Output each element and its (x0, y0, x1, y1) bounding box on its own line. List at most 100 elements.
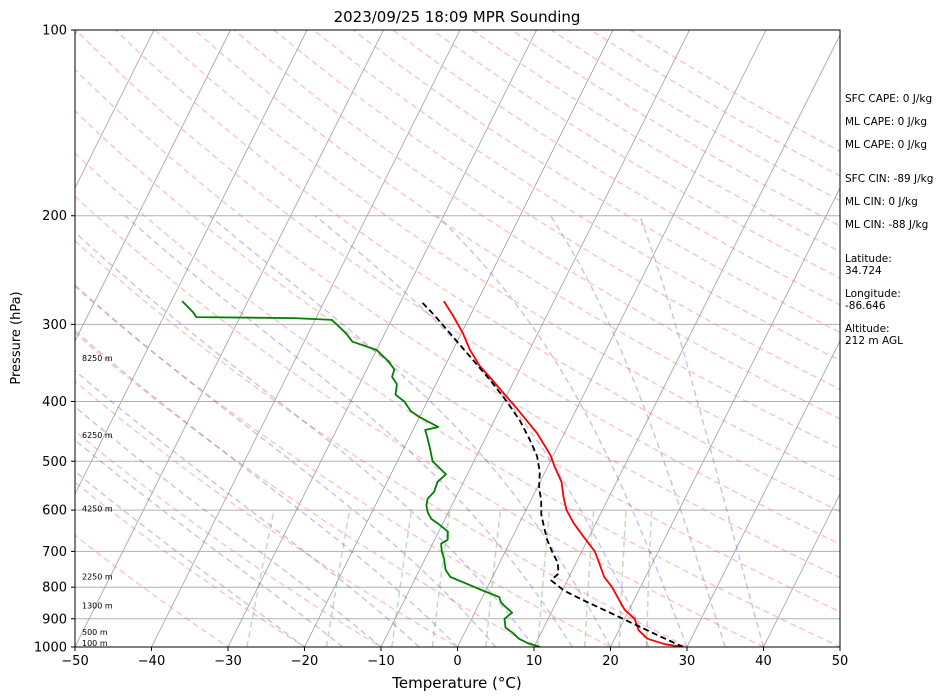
latitude-value: 34.724 (845, 265, 882, 277)
mixing-ratio-line (618, 510, 627, 647)
height-labels: 100 m 500 m 1300 m 2250 m 4250 m 6250 m 8250 m (82, 354, 113, 648)
height-label: 4250 m (82, 504, 113, 513)
moist-adiabat (75, 231, 535, 647)
isotherm (227, 30, 537, 647)
y-tick-label-800: 800 (42, 581, 67, 596)
mixing-ratio-line (246, 509, 275, 647)
moist-adiabat (209, 215, 612, 647)
mixing-ratio-line (391, 509, 413, 647)
x-tick-label--30: −30 (214, 654, 241, 669)
isotherm (763, 492, 840, 647)
height-label: 2250 m (82, 572, 113, 581)
longitude-label: Longitude: (845, 288, 901, 300)
moist-adiabat (75, 329, 459, 647)
index-ml-cape-2: ML CAPE: 0 J/kg (845, 139, 928, 151)
altitude-value: 212 m AGL (845, 335, 903, 347)
x-tick-label--50: −50 (61, 654, 88, 669)
x-tick-label-40: 40 (755, 654, 772, 669)
isotherm (75, 30, 308, 496)
moist-adiabat (436, 215, 688, 647)
dry-adiabat (75, 285, 613, 647)
y-tick-label-700: 700 (42, 545, 67, 560)
dry-adiabat (75, 68, 840, 579)
isotherm (686, 339, 840, 647)
isotherm (0, 30, 1, 647)
dry-adiabat (154, 30, 840, 481)
dry-adiabat (75, 239, 689, 647)
y-tick-label-300: 300 (42, 318, 67, 333)
dewpoint-profile (181, 300, 541, 647)
x-tick-label-10: 10 (526, 654, 543, 669)
height-label: 6250 m (82, 431, 113, 440)
latitude-label: Latitude: (845, 253, 892, 265)
isotherm (457, 30, 767, 647)
dry-adiabat (352, 30, 840, 334)
dry-adiabat (75, 380, 459, 647)
isotherm (533, 33, 840, 647)
isobar-grid (75, 29, 840, 648)
x-tick-label--40: −40 (138, 654, 165, 669)
chart-title: 2023/09/25 18:09 MPR Sounding (334, 8, 581, 26)
index-sfc-cin: SFC CIN: -89 J/kg (845, 173, 934, 185)
moist-adiabat (75, 405, 382, 647)
dry-adiabat (114, 30, 840, 513)
y-tick-label-1000: 1000 (34, 641, 67, 656)
dry-adiabat (75, 332, 536, 647)
altitude-label: Altitude: (845, 323, 890, 335)
mixing-ratio-line (645, 510, 653, 647)
x-tick-label-50: 50 (832, 654, 849, 669)
height-label: 1300 m (82, 602, 113, 611)
x-axis: −50 −40 −30 −20 −10 0 10 20 30 40 50 (61, 647, 848, 669)
index-ml-cin-2: ML CIN: -88 J/kg (845, 219, 929, 231)
index-ml-cin-1: ML CIN: 0 J/kg (845, 196, 918, 208)
mixing-ratio-line (431, 509, 451, 647)
background-lines (0, 30, 840, 647)
dry-adiabat (75, 195, 766, 647)
x-tick-label--20: −20 (291, 654, 318, 669)
mixing-ratio-line (485, 510, 502, 647)
dry-adiabat (233, 30, 840, 420)
isotherm (151, 30, 461, 647)
dry-adiabat (75, 30, 840, 545)
y-tick-label-400: 400 (42, 395, 67, 410)
isotherm (75, 30, 384, 647)
y-tick-label-200: 200 (42, 209, 67, 224)
temperature-profile (443, 300, 684, 647)
index-sfc-cape: SFC CAPE: 0 J/kg (845, 93, 933, 105)
dry-adiabat (75, 534, 230, 647)
isotherm (75, 30, 155, 190)
height-label: 500 m (82, 628, 108, 637)
isotherm (610, 186, 840, 647)
x-axis-label: Temperature (°C) (391, 674, 521, 692)
moist-adiabat (314, 215, 650, 647)
x-tick-label-0: 0 (453, 654, 461, 669)
y-axis-label: Pressure (hPa) (9, 291, 24, 384)
moist-adiabat (75, 470, 305, 647)
longitude-value: -86.646 (845, 300, 886, 312)
moist-adiabat (75, 284, 497, 647)
moist-adiabat (549, 215, 726, 647)
x-tick-label-30: 30 (679, 654, 696, 669)
dry-adiabat (273, 30, 840, 391)
y-axis: 1000 900 800 700 600 500 400 300 200 100 (34, 24, 75, 656)
dry-adiabat (75, 109, 840, 613)
y-tick-label-500: 500 (42, 455, 67, 470)
dry-adiabat (75, 430, 383, 647)
moist-adiabat (75, 439, 344, 647)
moist-adiabat (124, 215, 573, 647)
dry-adiabat (75, 152, 840, 647)
x-tick-label-20: 20 (602, 654, 619, 669)
isotherm (75, 30, 231, 343)
height-label: 100 m (82, 639, 108, 648)
y-tick-label-600: 600 (42, 504, 67, 519)
y-tick-label-100: 100 (42, 24, 67, 39)
parcel-path (420, 300, 684, 647)
x-tick-label--10: −10 (367, 654, 394, 669)
isotherm (304, 30, 614, 647)
mixing-ratio-line (537, 510, 551, 647)
plot-frame (74, 29, 841, 648)
sounding-profiles (181, 300, 684, 647)
mixing-ratio-line (325, 509, 351, 647)
height-label: 8250 m (82, 354, 113, 363)
